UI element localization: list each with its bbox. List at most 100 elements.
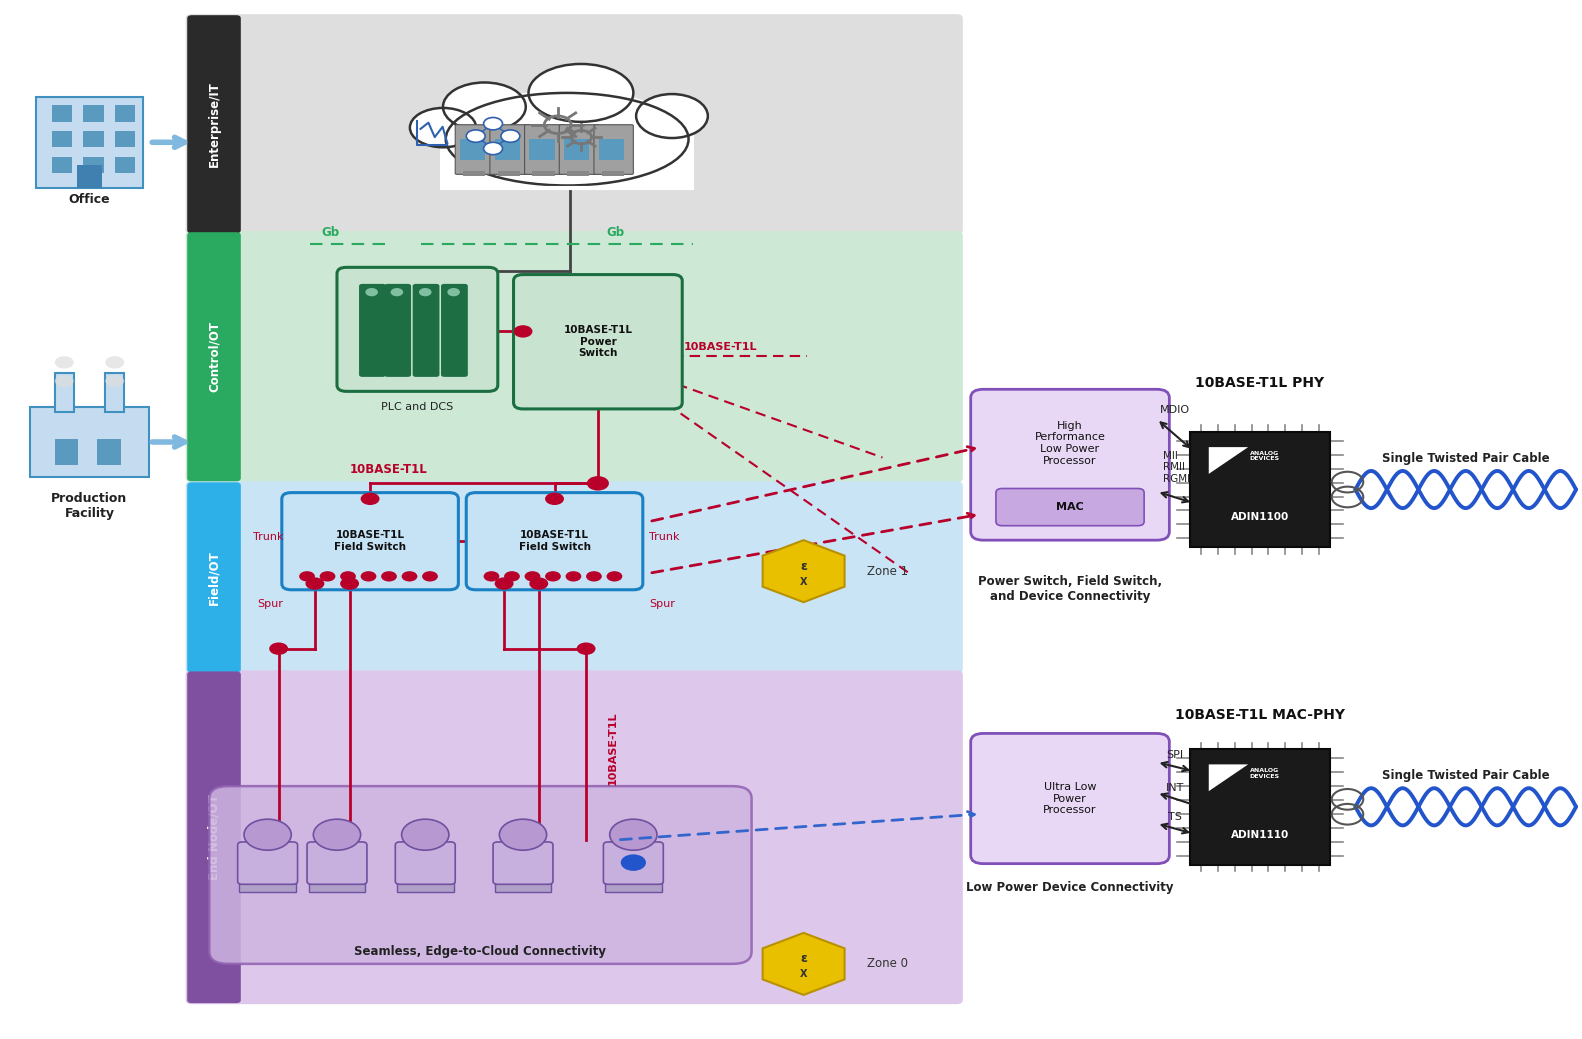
Bar xyxy=(397,881,454,891)
Ellipse shape xyxy=(446,92,688,186)
Circle shape xyxy=(269,642,288,655)
FancyBboxPatch shape xyxy=(514,274,682,409)
Circle shape xyxy=(340,571,356,582)
Polygon shape xyxy=(763,540,845,603)
Circle shape xyxy=(313,819,361,850)
Circle shape xyxy=(361,571,377,582)
FancyBboxPatch shape xyxy=(971,734,1169,863)
Circle shape xyxy=(419,288,432,296)
Text: Spur: Spur xyxy=(258,600,283,609)
Bar xyxy=(84,157,104,174)
Text: High
Performance
Low Power
Processor: High Performance Low Power Processor xyxy=(1035,421,1106,465)
Circle shape xyxy=(501,130,520,142)
Circle shape xyxy=(391,288,403,296)
Circle shape xyxy=(525,571,541,582)
Bar xyxy=(115,131,134,148)
Text: Trunk: Trunk xyxy=(253,532,283,542)
Text: Production
Facility: Production Facility xyxy=(51,491,128,520)
FancyBboxPatch shape xyxy=(282,492,459,590)
Bar xyxy=(601,171,623,177)
Circle shape xyxy=(381,571,397,582)
Text: Control/OT: Control/OT xyxy=(207,321,220,393)
Text: Ultra Low
Power
Processor: Ultra Low Power Processor xyxy=(1043,782,1096,816)
Ellipse shape xyxy=(443,90,691,188)
Text: Office: Office xyxy=(68,193,111,206)
Ellipse shape xyxy=(528,64,633,122)
FancyBboxPatch shape xyxy=(359,284,386,377)
Circle shape xyxy=(566,571,581,582)
FancyBboxPatch shape xyxy=(337,267,498,392)
FancyBboxPatch shape xyxy=(209,787,751,964)
Text: Enterprise/IT: Enterprise/IT xyxy=(207,81,220,167)
FancyBboxPatch shape xyxy=(598,139,623,160)
Text: ε: ε xyxy=(800,560,807,572)
Text: End Node/OT: End Node/OT xyxy=(207,795,220,880)
Ellipse shape xyxy=(410,108,476,148)
Text: Spur: Spur xyxy=(649,600,676,609)
FancyBboxPatch shape xyxy=(525,125,565,175)
Bar xyxy=(55,373,74,412)
Circle shape xyxy=(305,578,324,590)
Circle shape xyxy=(514,325,533,338)
Circle shape xyxy=(530,578,549,590)
Circle shape xyxy=(320,571,335,582)
Bar xyxy=(98,438,120,464)
Circle shape xyxy=(546,492,565,505)
Circle shape xyxy=(484,142,503,155)
FancyBboxPatch shape xyxy=(971,390,1169,540)
Text: MII
RMII
RGMII: MII RMII RGMII xyxy=(1163,451,1193,484)
Bar xyxy=(52,105,73,122)
Text: Low Power Device Connectivity: Low Power Device Connectivity xyxy=(967,881,1174,895)
Circle shape xyxy=(585,571,601,582)
Text: Single Twisted Pair Cable: Single Twisted Pair Cable xyxy=(1383,452,1549,464)
Text: INT: INT xyxy=(1166,782,1183,793)
Circle shape xyxy=(587,476,609,490)
Circle shape xyxy=(484,117,503,130)
Circle shape xyxy=(55,356,74,369)
Bar xyxy=(533,171,555,177)
Text: Field/OT: Field/OT xyxy=(207,550,220,605)
Circle shape xyxy=(484,571,500,582)
Circle shape xyxy=(500,819,547,850)
Text: Zone 1: Zone 1 xyxy=(867,564,908,578)
Bar xyxy=(55,438,79,464)
Circle shape xyxy=(609,819,657,850)
Circle shape xyxy=(299,571,315,582)
Circle shape xyxy=(620,854,645,871)
FancyBboxPatch shape xyxy=(187,482,240,672)
FancyBboxPatch shape xyxy=(530,139,555,160)
FancyBboxPatch shape xyxy=(185,670,963,1004)
Text: 10BASE-T1L: 10BASE-T1L xyxy=(607,712,619,785)
FancyBboxPatch shape xyxy=(495,139,520,160)
FancyBboxPatch shape xyxy=(490,125,530,175)
Circle shape xyxy=(55,375,74,388)
Bar xyxy=(115,157,134,174)
Ellipse shape xyxy=(443,82,525,131)
Text: Gb: Gb xyxy=(606,227,625,239)
Polygon shape xyxy=(1209,447,1248,474)
Bar xyxy=(115,105,134,122)
FancyBboxPatch shape xyxy=(1190,749,1330,864)
FancyBboxPatch shape xyxy=(307,842,367,884)
FancyBboxPatch shape xyxy=(603,842,663,884)
FancyBboxPatch shape xyxy=(593,125,633,175)
Text: Zone 0: Zone 0 xyxy=(867,957,908,970)
Text: Single Twisted Pair Cable: Single Twisted Pair Cable xyxy=(1383,769,1549,782)
Bar xyxy=(1201,760,1319,807)
FancyBboxPatch shape xyxy=(384,284,411,377)
Circle shape xyxy=(448,288,460,296)
FancyBboxPatch shape xyxy=(494,842,554,884)
Text: Gb: Gb xyxy=(321,227,340,239)
FancyBboxPatch shape xyxy=(441,284,468,377)
FancyBboxPatch shape xyxy=(997,488,1144,526)
Text: Power Switch, Field Switch,
and Device Connectivity: Power Switch, Field Switch, and Device C… xyxy=(978,576,1163,604)
FancyBboxPatch shape xyxy=(467,492,642,590)
Text: 10BASE-T1L: 10BASE-T1L xyxy=(683,342,758,352)
Text: ANALOG
DEVICES: ANALOG DEVICES xyxy=(1250,451,1280,461)
Circle shape xyxy=(361,492,380,505)
Text: 10BASE-T1L
Power
Switch: 10BASE-T1L Power Switch xyxy=(563,325,633,358)
Text: ε: ε xyxy=(800,952,807,965)
Bar xyxy=(464,171,486,177)
Text: MAC: MAC xyxy=(1057,502,1084,512)
Circle shape xyxy=(546,571,562,582)
